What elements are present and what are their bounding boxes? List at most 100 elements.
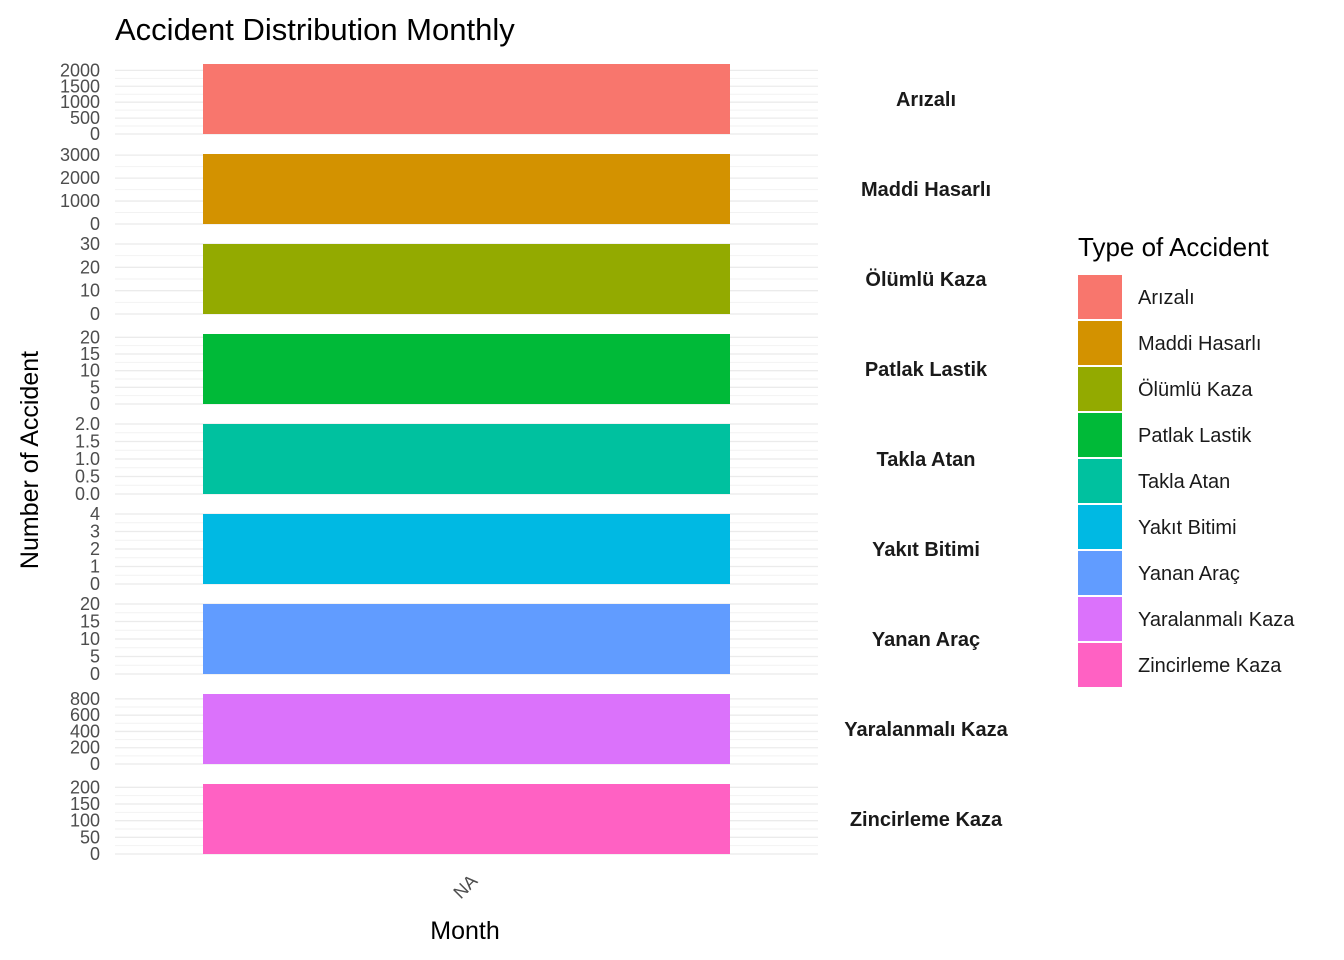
y-tick-label: 1	[90, 557, 100, 577]
legend-key	[1078, 551, 1122, 595]
legend: Arızalı Maddi Hasarlı Ölümlü Kaza Patlak La…	[1078, 275, 1295, 687]
y-tick-label: 150	[70, 794, 100, 814]
legend-key	[1078, 321, 1122, 365]
legend-label: Yanan Araç	[1138, 563, 1240, 585]
bar	[203, 784, 730, 854]
x-axis-title: Month	[430, 917, 499, 945]
y-tick-label: 10	[80, 281, 100, 301]
y-tick-label: 0	[90, 394, 100, 414]
legend-item: Takla Atan	[1078, 459, 1230, 503]
y-tick-label: 200	[70, 738, 100, 758]
y-tick-label: 5	[90, 377, 100, 397]
facet-strip-label: Takla Atan	[877, 449, 976, 471]
y-tick-label: 600	[70, 705, 100, 725]
y-tick-label: 3	[90, 522, 100, 542]
facet-strip-label: Ölümlü Kaza	[865, 268, 987, 291]
y-tick-label: 2.0	[75, 414, 100, 434]
legend-title: Type of Accident	[1078, 232, 1270, 262]
legend-label: Takla Atan	[1138, 471, 1230, 493]
y-tick-label: 0	[90, 214, 100, 234]
facet-strip-label: Yakıt Bitimi	[872, 539, 980, 561]
y-tick-label: 1.5	[75, 432, 100, 452]
y-tick-label: 0	[90, 664, 100, 684]
y-tick-label: 15	[80, 344, 100, 364]
legend-label: Maddi Hasarlı	[1138, 333, 1261, 355]
bar	[203, 604, 730, 674]
x-tick-label: NA	[449, 871, 481, 903]
bar	[203, 64, 730, 134]
bar	[203, 244, 730, 314]
legend-item: Yanan Araç	[1078, 551, 1240, 595]
facet-strip-label: Yanan Araç	[872, 629, 980, 651]
legend-key	[1078, 505, 1122, 549]
legend-key	[1078, 367, 1122, 411]
y-tick-label: 0	[90, 574, 100, 594]
y-tick-label: 2	[90, 539, 100, 559]
y-tick-label: 15	[80, 612, 100, 632]
bar	[203, 694, 730, 764]
legend-label: Ölümlü Kaza	[1138, 379, 1253, 401]
y-tick-label: 0	[90, 124, 100, 144]
chart-title: Accident Distribution Monthly	[115, 12, 515, 47]
y-tick-label: 1000	[60, 191, 100, 211]
x-axis: NA	[449, 871, 481, 903]
y-tick-label: 800	[70, 689, 100, 709]
legend-key	[1078, 643, 1122, 687]
y-tick-label: 20	[80, 594, 100, 614]
bar	[203, 514, 730, 584]
y-tick-label: 4	[90, 504, 100, 524]
y-tick-label: 30	[80, 234, 100, 254]
y-tick-label: 0	[90, 844, 100, 864]
facet-strip-label: Maddi Hasarlı	[861, 179, 991, 201]
facet-panel: 0 1000 2000 3000 Maddi Hasarlı	[60, 145, 991, 234]
legend-label: Zincirleme Kaza	[1138, 655, 1282, 677]
legend-label: Yaralanmalı Kaza	[1138, 609, 1295, 631]
legend-key	[1078, 597, 1122, 641]
y-tick-label: 2000	[60, 60, 100, 80]
legend-item: Yakıt Bitimi	[1078, 505, 1237, 549]
y-tick-label: 100	[70, 811, 100, 831]
legend-key	[1078, 459, 1122, 503]
legend-item: Maddi Hasarlı	[1078, 321, 1261, 365]
legend-item: Zincirleme Kaza	[1078, 643, 1282, 687]
facet-strip-label: Arızalı	[896, 89, 956, 111]
facet-strip-label: Yaralanmalı Kaza	[844, 719, 1008, 741]
legend-item: Arızalı	[1078, 275, 1195, 319]
y-tick-label: 400	[70, 721, 100, 741]
y-tick-label: 500	[70, 108, 100, 128]
y-tick-label: 20	[80, 327, 100, 347]
y-tick-label: 1500	[60, 76, 100, 96]
legend-key	[1078, 275, 1122, 319]
facet-panels: 0500100015002000Arızalı0100020003000Madd…	[60, 60, 1009, 864]
y-tick-label: 5	[90, 647, 100, 667]
legend-key	[1078, 413, 1122, 457]
y-tick-label: 0.0	[75, 484, 100, 504]
y-tick-label: 0	[90, 754, 100, 774]
y-tick-label: 200	[70, 777, 100, 797]
bar	[203, 424, 730, 494]
bar	[203, 334, 730, 404]
legend-item: Yaralanmalı Kaza	[1078, 597, 1295, 641]
y-tick-label: 10	[80, 361, 100, 381]
y-tick-label: 2000	[60, 168, 100, 188]
facet-strip-label: Patlak Lastik	[865, 359, 988, 381]
y-axis-title: Number of Accident	[16, 351, 44, 569]
legend-label: Arızalı	[1138, 287, 1195, 309]
facet-panel: 0 10 20 30 Ölümlü Kaza	[80, 234, 987, 324]
y-tick-label: 3000	[60, 145, 100, 165]
y-tick-label: 20	[80, 257, 100, 277]
y-tick-label: 10	[80, 629, 100, 649]
y-tick-label: 50	[80, 827, 100, 847]
legend-item: Ölümlü Kaza	[1078, 367, 1253, 411]
legend-label: Yakıt Bitimi	[1138, 517, 1237, 539]
y-tick-label: 1000	[60, 92, 100, 112]
facet-strip-label: Zincirleme Kaza	[850, 809, 1003, 831]
y-tick-label: 0.5	[75, 467, 100, 487]
